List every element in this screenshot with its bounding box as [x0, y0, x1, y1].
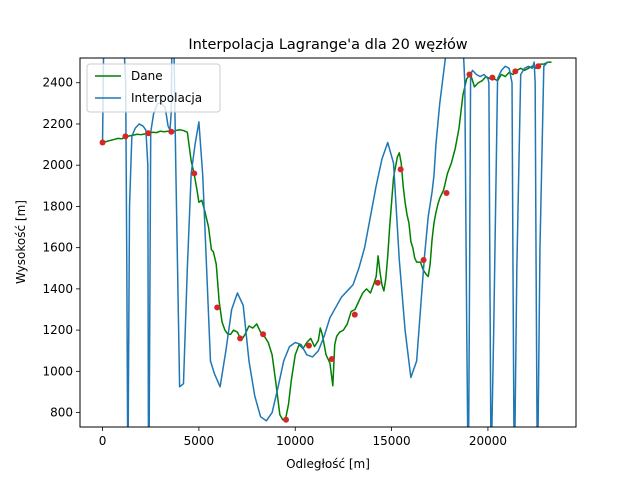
- legend-label-dane: Dane: [131, 69, 163, 83]
- node-point: [397, 166, 404, 173]
- node-point: [260, 331, 267, 338]
- y-tick-label: 800: [50, 406, 73, 420]
- legend-label-interpolacja: Interpolacja: [131, 91, 202, 105]
- node-point: [328, 355, 335, 362]
- node-point: [535, 63, 542, 70]
- node-point: [466, 71, 473, 78]
- node-point: [237, 335, 244, 342]
- node-point: [420, 257, 427, 264]
- y-tick-label: 1000: [42, 364, 73, 378]
- node-point: [443, 190, 450, 197]
- legend: Dane Interpolacja: [86, 63, 221, 113]
- node-point: [191, 170, 198, 177]
- x-tick-label: 5000: [184, 434, 215, 448]
- x-tick-label: 20000: [469, 434, 507, 448]
- node-point: [168, 128, 175, 135]
- y-axis-label: Wysokość [m]: [14, 200, 28, 284]
- series-line-interpolacja: [101, 58, 549, 427]
- y-tick-label: 1800: [42, 199, 73, 213]
- node-point: [99, 139, 106, 146]
- y-axis: 800 1000 1200 1400 1600 1800 2000 2200 2400: [42, 76, 80, 420]
- y-tick-label: 2400: [42, 76, 73, 90]
- node-points: [99, 63, 542, 423]
- node-point: [305, 342, 312, 349]
- node-point: [214, 304, 221, 311]
- x-tick-label: 15000: [372, 434, 410, 448]
- node-point: [145, 130, 152, 137]
- y-tick-label: 2000: [42, 158, 73, 172]
- chart-title: Interpolacja Lagrange'a dla 20 węzłów: [188, 37, 467, 53]
- node-point: [122, 133, 129, 140]
- x-tick-label: 0: [99, 434, 107, 448]
- node-point: [282, 416, 289, 423]
- x-axis: 0 5000 10000 15000 20000: [99, 427, 507, 448]
- x-tick-label: 10000: [276, 434, 314, 448]
- plot-area: [99, 58, 552, 427]
- node-point: [351, 311, 358, 318]
- y-tick-label: 1200: [42, 323, 73, 337]
- plot-frame: [79, 57, 577, 428]
- y-tick-label: 2200: [42, 117, 73, 131]
- node-point: [512, 68, 519, 75]
- y-tick-label: 1400: [42, 282, 73, 296]
- y-tick-label: 1600: [42, 241, 73, 255]
- node-point: [374, 279, 381, 286]
- node-point: [489, 74, 496, 81]
- x-axis-label: Odległość [m]: [286, 457, 370, 471]
